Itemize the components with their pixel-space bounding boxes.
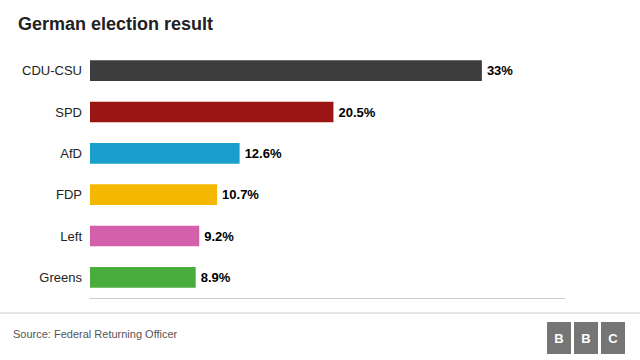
svg-text:20.5%: 20.5% xyxy=(338,105,375,120)
svg-text:Greens: Greens xyxy=(39,270,82,285)
svg-text:Source: Federal Returning Offi: Source: Federal Returning Officer xyxy=(13,328,178,340)
svg-text:FDP: FDP xyxy=(56,187,82,202)
svg-text:CDU-CSU: CDU-CSU xyxy=(22,63,82,78)
svg-text:Left: Left xyxy=(60,229,82,244)
svg-text:33%: 33% xyxy=(487,63,513,78)
svg-text:10.7%: 10.7% xyxy=(222,187,259,202)
svg-text:German election result: German election result xyxy=(18,14,213,34)
svg-text:8.9%: 8.9% xyxy=(201,270,231,285)
svg-text:B: B xyxy=(581,331,590,346)
svg-text:9.2%: 9.2% xyxy=(204,229,234,244)
svg-text:12.6%: 12.6% xyxy=(245,146,282,161)
svg-text:C: C xyxy=(608,331,618,346)
svg-text:B: B xyxy=(554,331,563,346)
svg-text:SPD: SPD xyxy=(55,105,82,120)
svg-text:AfD: AfD xyxy=(60,146,82,161)
